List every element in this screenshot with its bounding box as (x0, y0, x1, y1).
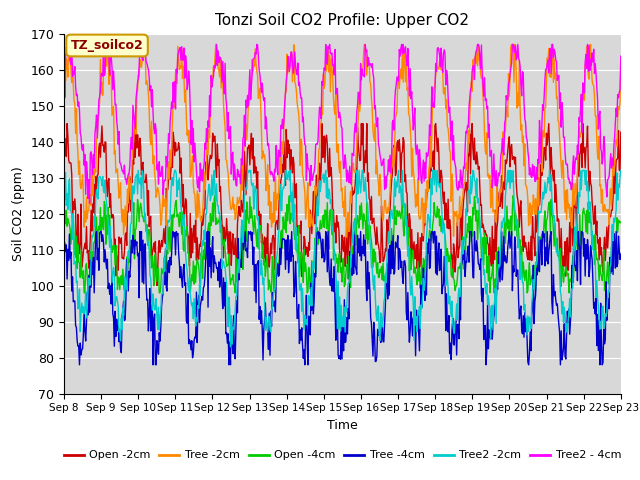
X-axis label: Time: Time (327, 419, 358, 432)
Legend: Open -2cm, Tree -2cm, Open -4cm, Tree -4cm, Tree2 -2cm, Tree2 - 4cm: Open -2cm, Tree -2cm, Open -4cm, Tree -4… (59, 446, 626, 465)
Text: TZ_soilco2: TZ_soilco2 (70, 39, 143, 52)
Y-axis label: Soil CO2 (ppm): Soil CO2 (ppm) (12, 166, 25, 261)
Title: Tonzi Soil CO2 Profile: Upper CO2: Tonzi Soil CO2 Profile: Upper CO2 (216, 13, 469, 28)
